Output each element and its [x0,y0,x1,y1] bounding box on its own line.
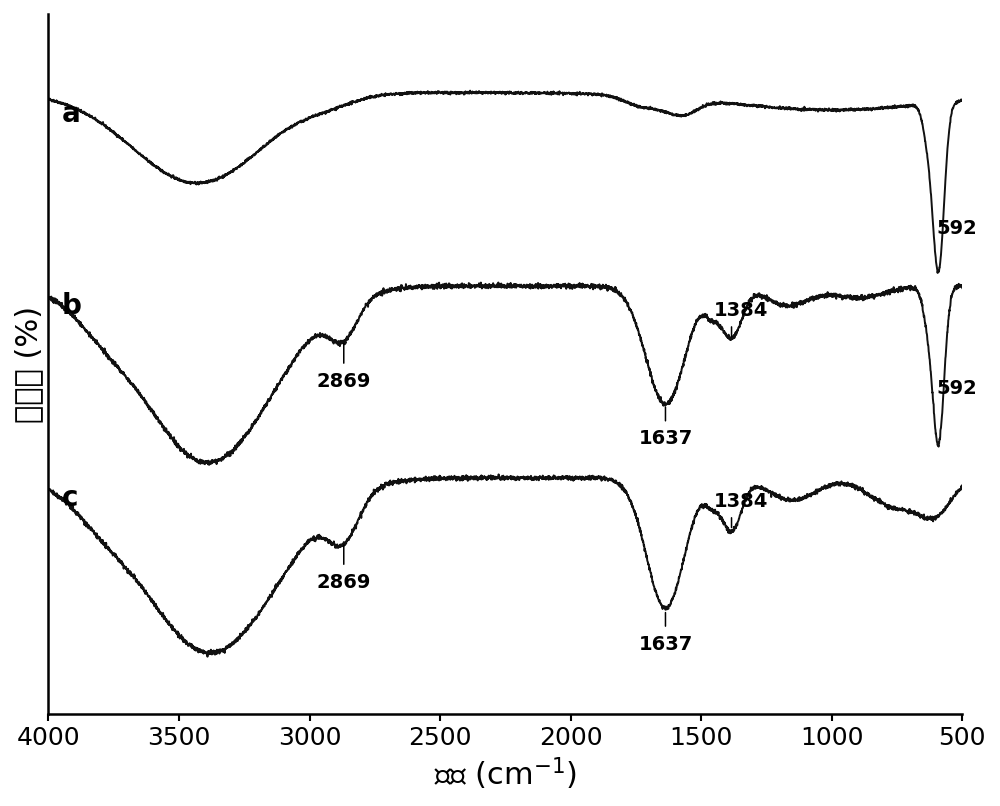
X-axis label: 波数 (cm$^{-1}$): 波数 (cm$^{-1}$) [434,755,577,792]
Text: 1384: 1384 [714,301,769,320]
Y-axis label: 透射比 (%): 透射比 (%) [14,305,43,422]
Text: 592: 592 [936,218,977,238]
Text: 1637: 1637 [638,634,693,654]
Text: a: a [62,100,80,128]
Text: 2869: 2869 [317,573,371,592]
Text: 1384: 1384 [714,492,769,511]
Text: c: c [62,484,78,512]
Text: b: b [62,292,81,320]
Text: 2869: 2869 [317,372,371,391]
Text: 592: 592 [936,379,977,397]
Text: 1637: 1637 [638,430,693,448]
